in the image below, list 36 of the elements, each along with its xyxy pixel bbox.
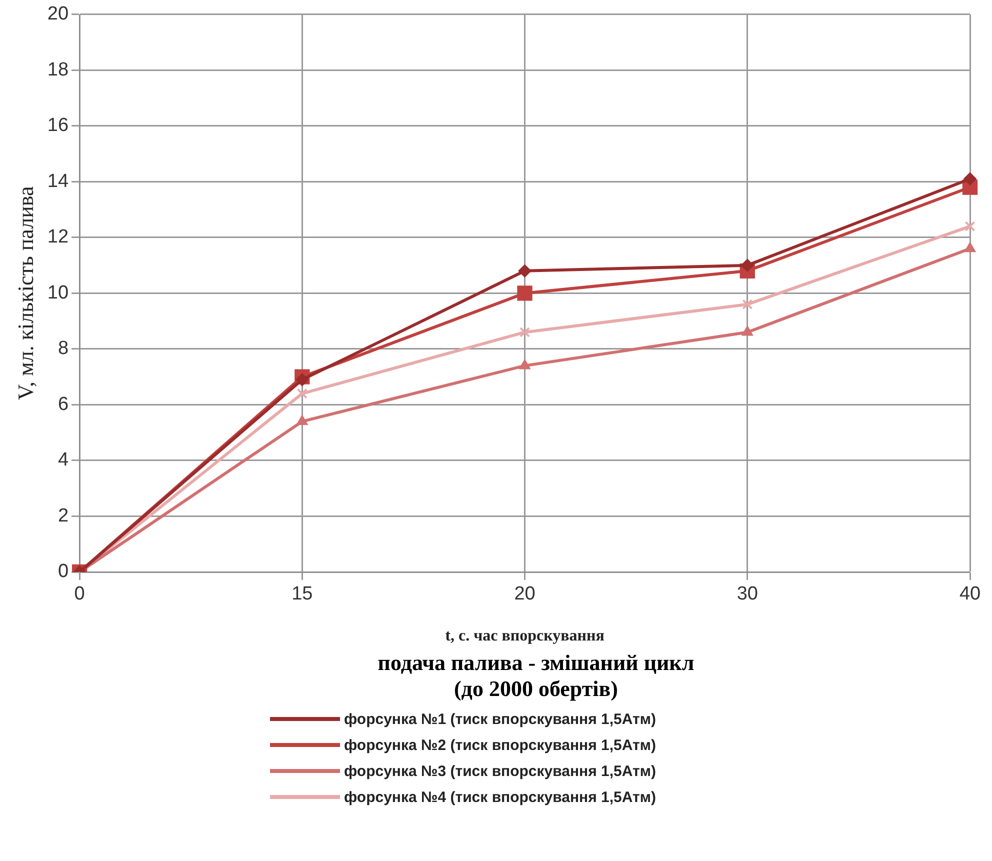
y-tick-label: 8 xyxy=(58,338,69,360)
legend-label: форсунка №4 (тиск впорскування 1,5Атм) xyxy=(344,788,656,806)
legend-label: форсунка №3 (тиск впорскування 1,5Атм) xyxy=(344,762,656,780)
point xyxy=(742,326,754,336)
point xyxy=(740,258,754,272)
x-tick-label: 20 xyxy=(514,584,536,605)
x-axis-title: t, с. час впорскування xyxy=(445,628,605,645)
point xyxy=(517,286,532,301)
point xyxy=(964,172,976,186)
point xyxy=(519,359,530,370)
point xyxy=(296,373,309,386)
x-tick-label: 0 xyxy=(74,584,85,605)
y-tick-label: 6 xyxy=(58,394,69,415)
y-tick-label: 20 xyxy=(47,4,69,25)
point xyxy=(742,299,753,310)
y-tick-label: 0 xyxy=(58,561,69,582)
y-tick-label: 2 xyxy=(58,505,69,526)
y-tick-label: 10 xyxy=(47,282,69,304)
point xyxy=(518,264,532,278)
point xyxy=(520,326,530,338)
point xyxy=(296,414,308,425)
legend-label: форсунка №2 (тиск впорскування 1,5Атм) xyxy=(344,736,656,754)
y-tick-label: 4 xyxy=(58,450,69,471)
point xyxy=(964,221,976,232)
y-axis-title: V, мл. кількість палива xyxy=(12,186,38,400)
x-tick-label: 15 xyxy=(292,584,313,605)
y-tick-label: 16 xyxy=(47,115,69,136)
legend-label: форсунка №1 (тиск впорскування 1,5Атм) xyxy=(344,710,656,728)
x-tick-label: 40 xyxy=(959,584,981,605)
point xyxy=(964,242,976,252)
y-tick-label: 14 xyxy=(47,170,69,192)
y-tick-label: 18 xyxy=(47,59,69,80)
y-tick-label: 12 xyxy=(47,226,69,248)
text: подача палива - змішаний цикл (до 2000 обертів) xyxy=(376,650,696,702)
point xyxy=(296,388,308,399)
x-tick-label: 30 xyxy=(736,584,758,605)
